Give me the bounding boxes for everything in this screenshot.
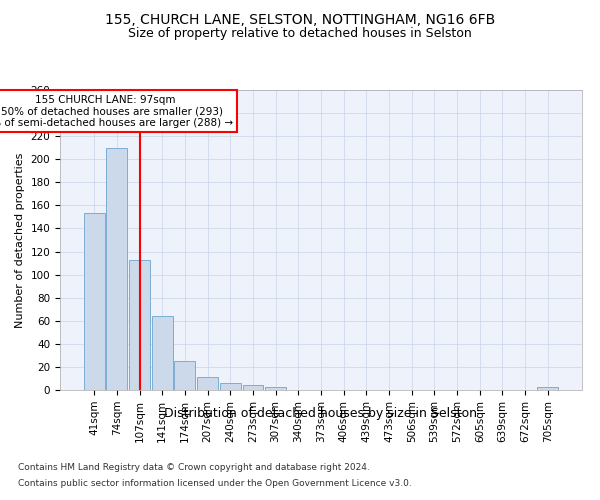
Bar [220, 383, 241, 390]
Text: Contains HM Land Registry data © Crown copyright and database right 2024.: Contains HM Land Registry data © Crown c… [18, 464, 370, 472]
Bar [129, 260, 150, 390]
Text: 155, CHURCH LANE, SELSTON, NOTTINGHAM, NG16 6FB: 155, CHURCH LANE, SELSTON, NOTTINGHAM, N… [105, 12, 495, 26]
Text: Distribution of detached houses by size in Selston: Distribution of detached houses by size … [164, 408, 478, 420]
Bar [197, 378, 218, 390]
Bar [106, 148, 127, 390]
Bar [175, 361, 196, 390]
Text: 155 CHURCH LANE: 97sqm
← 50% of detached houses are smaller (293)
49% of semi-de: 155 CHURCH LANE: 97sqm ← 50% of detached… [0, 94, 233, 128]
Bar [84, 214, 104, 390]
Y-axis label: Number of detached properties: Number of detached properties [15, 152, 25, 328]
Bar [265, 386, 286, 390]
Bar [152, 316, 173, 390]
Bar [538, 386, 558, 390]
Text: Contains public sector information licensed under the Open Government Licence v3: Contains public sector information licen… [18, 478, 412, 488]
Text: Size of property relative to detached houses in Selston: Size of property relative to detached ho… [128, 28, 472, 40]
Bar [242, 386, 263, 390]
